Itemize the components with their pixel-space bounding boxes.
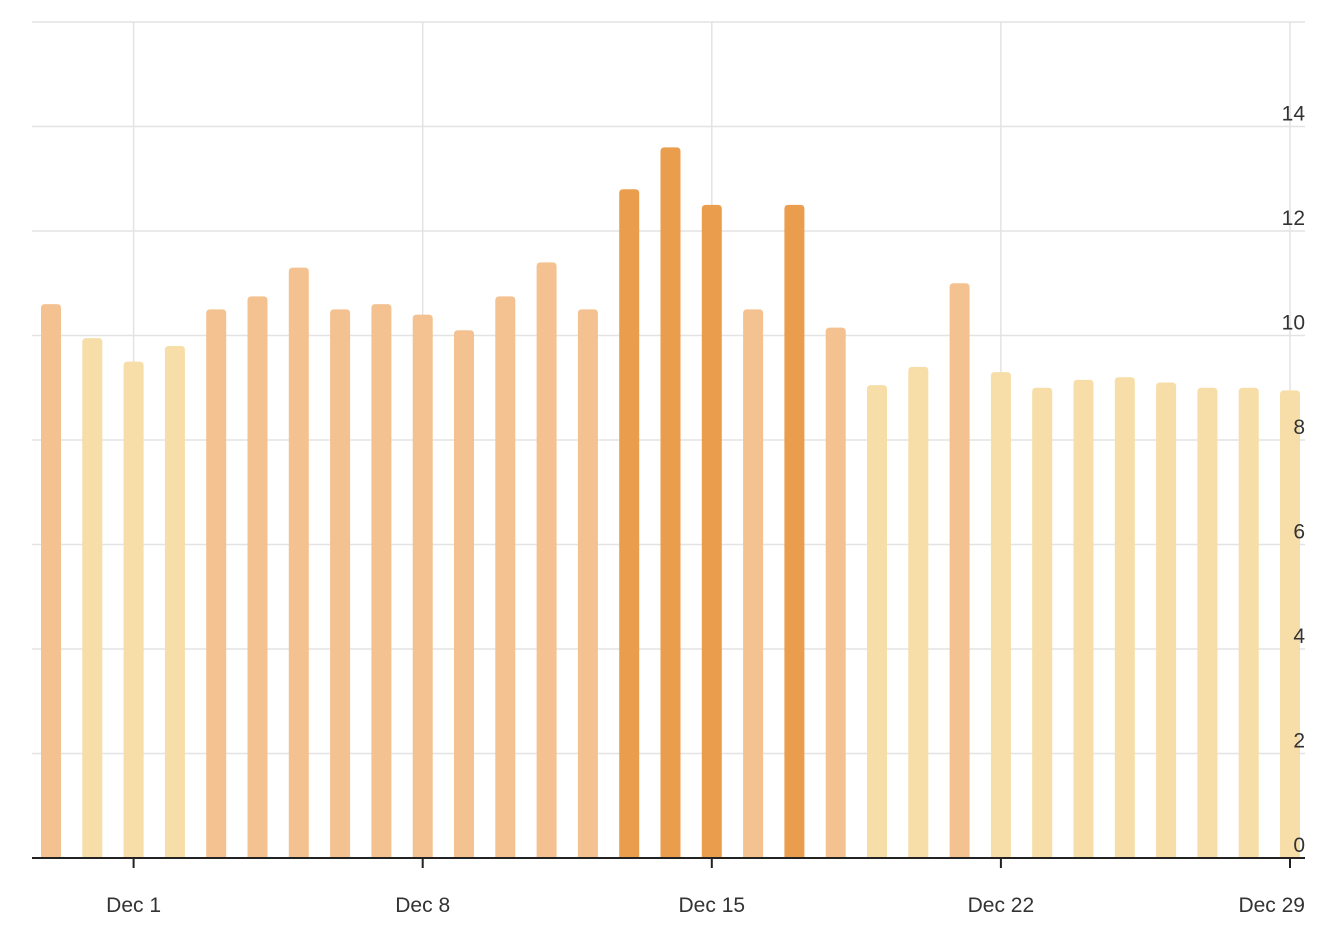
bar-dec-18 (825, 327, 846, 859)
bar-dec-5 (288, 267, 309, 858)
bar-dec-29 (1280, 390, 1300, 858)
bar-dec-13 (619, 189, 640, 858)
y-tick-label: 0 (1293, 834, 1305, 857)
bar-dec-21 (949, 283, 970, 858)
bar-dec-9 (454, 330, 474, 858)
y-axis-labels: 0 2 4 6 8 10 12 14 (1282, 103, 1306, 858)
bar-dec-28 (1238, 387, 1259, 858)
x-tick-label: Dec 29 (1238, 894, 1305, 917)
bar-dec-7 (371, 304, 392, 858)
y-tick-label: 4 (1293, 625, 1305, 648)
y-tick-label: 8 (1293, 416, 1305, 439)
bar-dec-6 (330, 309, 351, 858)
bar-dec-22 (990, 372, 1011, 858)
bar-dec-4 (247, 296, 268, 858)
y-tick-label: 6 (1293, 521, 1305, 544)
bar-dec-8 (412, 314, 433, 859)
bar-dec-26 (1156, 382, 1177, 858)
bar-dec-10 (495, 296, 516, 858)
x-tick-label: Dec 22 (968, 894, 1035, 917)
bar-dec-24 (1073, 379, 1094, 858)
bar-dec-23 (1032, 387, 1053, 858)
x-tick-label: Dec 1 (106, 894, 161, 917)
bar-dec-19 (867, 385, 887, 858)
bar-dec-16 (743, 309, 764, 858)
bars (41, 147, 1300, 859)
bar-dec-17 (784, 204, 805, 858)
y-tick-label: 10 (1282, 312, 1305, 335)
bar-dec-20 (908, 366, 929, 858)
bar-dec-14 (660, 147, 681, 858)
bar-nov-29 (41, 304, 61, 858)
bar-dec-12 (577, 309, 598, 858)
y-tick-label: 14 (1282, 103, 1306, 126)
bar-dec-3 (206, 309, 227, 858)
bar-nov-30 (82, 338, 103, 858)
y-tick-label: 2 (1293, 730, 1305, 753)
bar-dec-11 (536, 262, 557, 859)
bar-dec-2 (164, 345, 185, 858)
bar-dec-15 (701, 204, 722, 858)
x-axis: Dec 1 Dec 8 Dec 15 Dec 22 Dec 29 (32, 857, 1305, 917)
bar-dec-1 (123, 361, 144, 858)
x-tick-label: Dec 8 (395, 894, 450, 917)
bar-dec-25 (1114, 377, 1135, 858)
y-tick-label: 12 (1282, 207, 1305, 230)
bar-dec-27 (1197, 387, 1218, 858)
x-tick-label: Dec 15 (679, 894, 746, 917)
